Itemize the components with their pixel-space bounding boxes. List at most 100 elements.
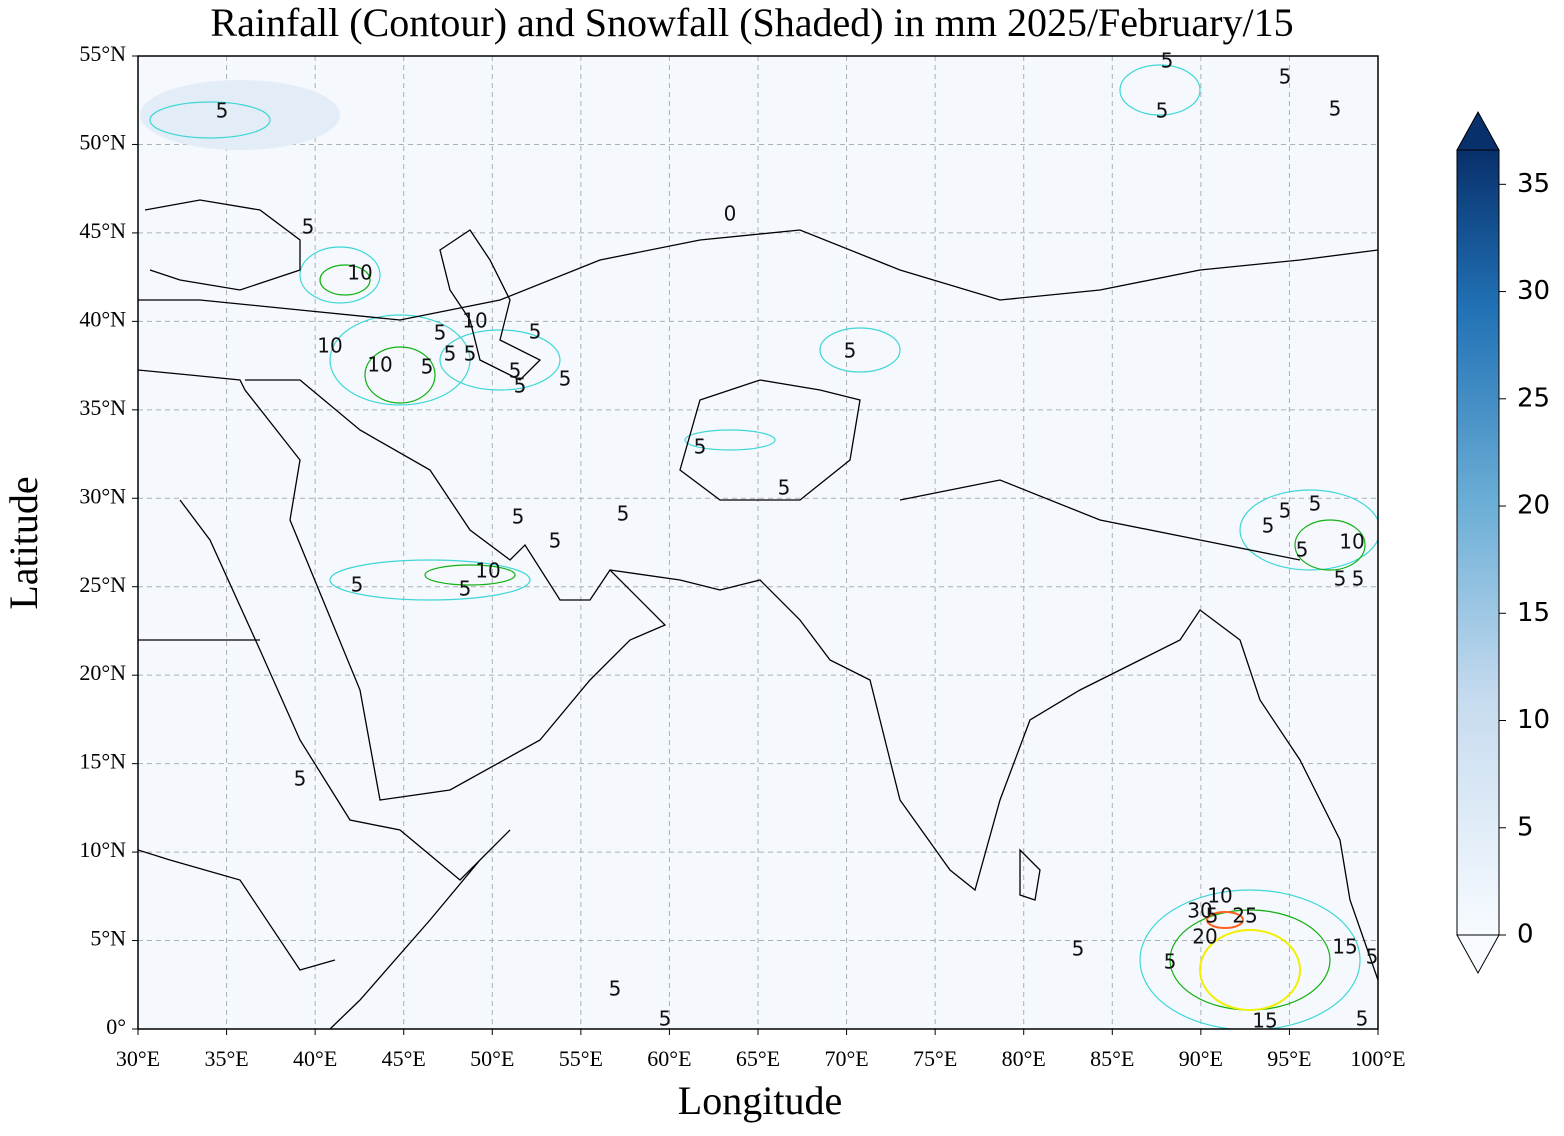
contour-label: 5 <box>549 529 562 553</box>
rain-contours-peak <box>1206 911 1244 929</box>
contour-label: 5 <box>509 359 522 383</box>
contour-label: 5 <box>434 321 447 345</box>
colorbar-tick-label: 15 <box>1517 598 1550 628</box>
contour-label: 5 <box>1296 538 1309 562</box>
contour-label: 5 <box>659 1007 672 1031</box>
contour-label: 5 <box>459 577 472 601</box>
x-tick-label: 30°E <box>116 1046 160 1071</box>
contour-label: 5 <box>778 476 791 500</box>
x-axis-label: Longitude <box>678 1078 842 1123</box>
contour-label: 5 <box>617 502 630 526</box>
contour-label: 20 <box>1192 925 1217 949</box>
x-tick-label: 70°E <box>824 1046 868 1071</box>
y-tick-label: 15°N <box>79 749 126 774</box>
y-tick-label: 35°N <box>79 395 126 420</box>
y-tick-label: 5°N <box>90 926 126 951</box>
y-tick-label: 55°N <box>79 41 126 66</box>
contour-label: 5 <box>1161 49 1174 73</box>
contour-label: 5 <box>464 342 477 366</box>
contour-label: 5 <box>1262 514 1275 538</box>
y-tick-label: 10°N <box>79 837 126 862</box>
contour-label: 5 <box>351 573 364 597</box>
contour-label: 5 <box>1309 492 1322 516</box>
colorbar-tick-label: 20 <box>1517 491 1550 521</box>
colorbar-frame <box>1456 149 1500 936</box>
colorbar-tick-label: 10 <box>1517 705 1550 735</box>
contour-label: 5 <box>216 99 229 123</box>
coastlines <box>138 199 1378 1029</box>
y-tick-label: 20°N <box>79 660 126 685</box>
rain-contours <box>149 64 1378 1029</box>
contour-label: 10 <box>462 309 487 333</box>
contour-label: 5 <box>514 374 527 398</box>
y-tick-label: 45°N <box>79 218 126 243</box>
contour-label: 10 <box>367 353 392 377</box>
contour-label: 15 <box>1332 935 1357 959</box>
contour-label: 5 <box>1206 904 1219 928</box>
map-layers <box>138 64 1378 1029</box>
contour-label: 10 <box>347 261 372 285</box>
y-tick-label: 25°N <box>79 572 126 597</box>
colorbar-tick-label: 0 <box>1517 920 1534 950</box>
contour-label: 5 <box>529 320 542 344</box>
x-tick-label: 35°E <box>204 1046 248 1071</box>
x-tick-label: 75°E <box>913 1046 957 1071</box>
x-tick-label: 40°E <box>293 1046 337 1071</box>
x-tick-label: 100°E <box>1350 1046 1405 1071</box>
snow-shade <box>140 80 340 150</box>
x-tick-label: 55°E <box>559 1046 603 1071</box>
contour-label: 5 <box>512 505 525 529</box>
colorbar-tick-label: 5 <box>1517 812 1534 842</box>
y-tick-label: 50°N <box>79 130 126 155</box>
contour-label: 5 <box>1356 1007 1369 1031</box>
y-tick-label: 0° <box>106 1014 126 1039</box>
x-tick-label: 90°E <box>1179 1046 1223 1071</box>
colorbar-extend-high <box>1456 110 1500 151</box>
rain-contours-peak <box>1199 929 1301 1011</box>
x-tick-label: 65°E <box>736 1046 780 1071</box>
colorbar-gradient <box>1457 150 1499 935</box>
contour-label: 5 <box>1279 65 1292 89</box>
y-tick-label: 40°N <box>79 306 126 331</box>
contour-label: 5 <box>444 342 457 366</box>
map-title: Rainfall (Contour) and Snowfall (Shaded)… <box>210 0 1293 45</box>
x-tick-label: 80°E <box>1002 1046 1046 1071</box>
colorbar-tick-label: 35 <box>1517 169 1550 199</box>
x-tick-label: 60°E <box>647 1046 691 1071</box>
contour-label: 5 <box>844 339 857 363</box>
y-axis-label: Latitude <box>1 476 46 609</box>
contour-label: 10 <box>1339 530 1364 554</box>
contour-label: 0 <box>724 202 737 226</box>
contour-label: 5 <box>1334 567 1347 591</box>
colorbar-tick-label: 25 <box>1517 383 1550 413</box>
contour-label: 5 <box>694 435 707 459</box>
colorbar: 0 5 10 15 20 25 30 35 <box>1456 110 1550 975</box>
x-tick-label: 95°E <box>1267 1046 1311 1071</box>
x-tick-label: 50°E <box>470 1046 514 1071</box>
contour-label: 5 <box>559 367 572 391</box>
x-tick-label: 85°E <box>1090 1046 1134 1071</box>
x-tick-label: 45°E <box>382 1046 426 1071</box>
contour-label: 5 <box>302 215 315 239</box>
y-tick-label: 30°N <box>79 483 126 508</box>
contour-label: 5 <box>1279 499 1292 523</box>
contour-label: 5 <box>294 767 307 791</box>
contour-label: 5 <box>1156 99 1169 123</box>
contour-label: 5 <box>1352 567 1365 591</box>
colorbar-extend-low <box>1456 934 1500 975</box>
contour-label: 15 <box>1252 1009 1277 1033</box>
contour-label: 5 <box>421 355 434 379</box>
contour-label: 10 <box>475 559 500 583</box>
contour-label: 5 <box>1366 945 1379 969</box>
contour-label: 5 <box>1164 950 1177 974</box>
colorbar-tick-label: 30 <box>1517 276 1550 306</box>
contour-label: 5 <box>1072 937 1085 961</box>
contour-label: 5 <box>1329 97 1342 121</box>
contour-label: 5 <box>609 977 622 1001</box>
contour-label: 25 <box>1232 904 1257 928</box>
contour-label: 30 <box>1187 899 1212 923</box>
contour-label: 10 <box>317 334 342 358</box>
contour-label: 10 <box>1207 884 1232 908</box>
